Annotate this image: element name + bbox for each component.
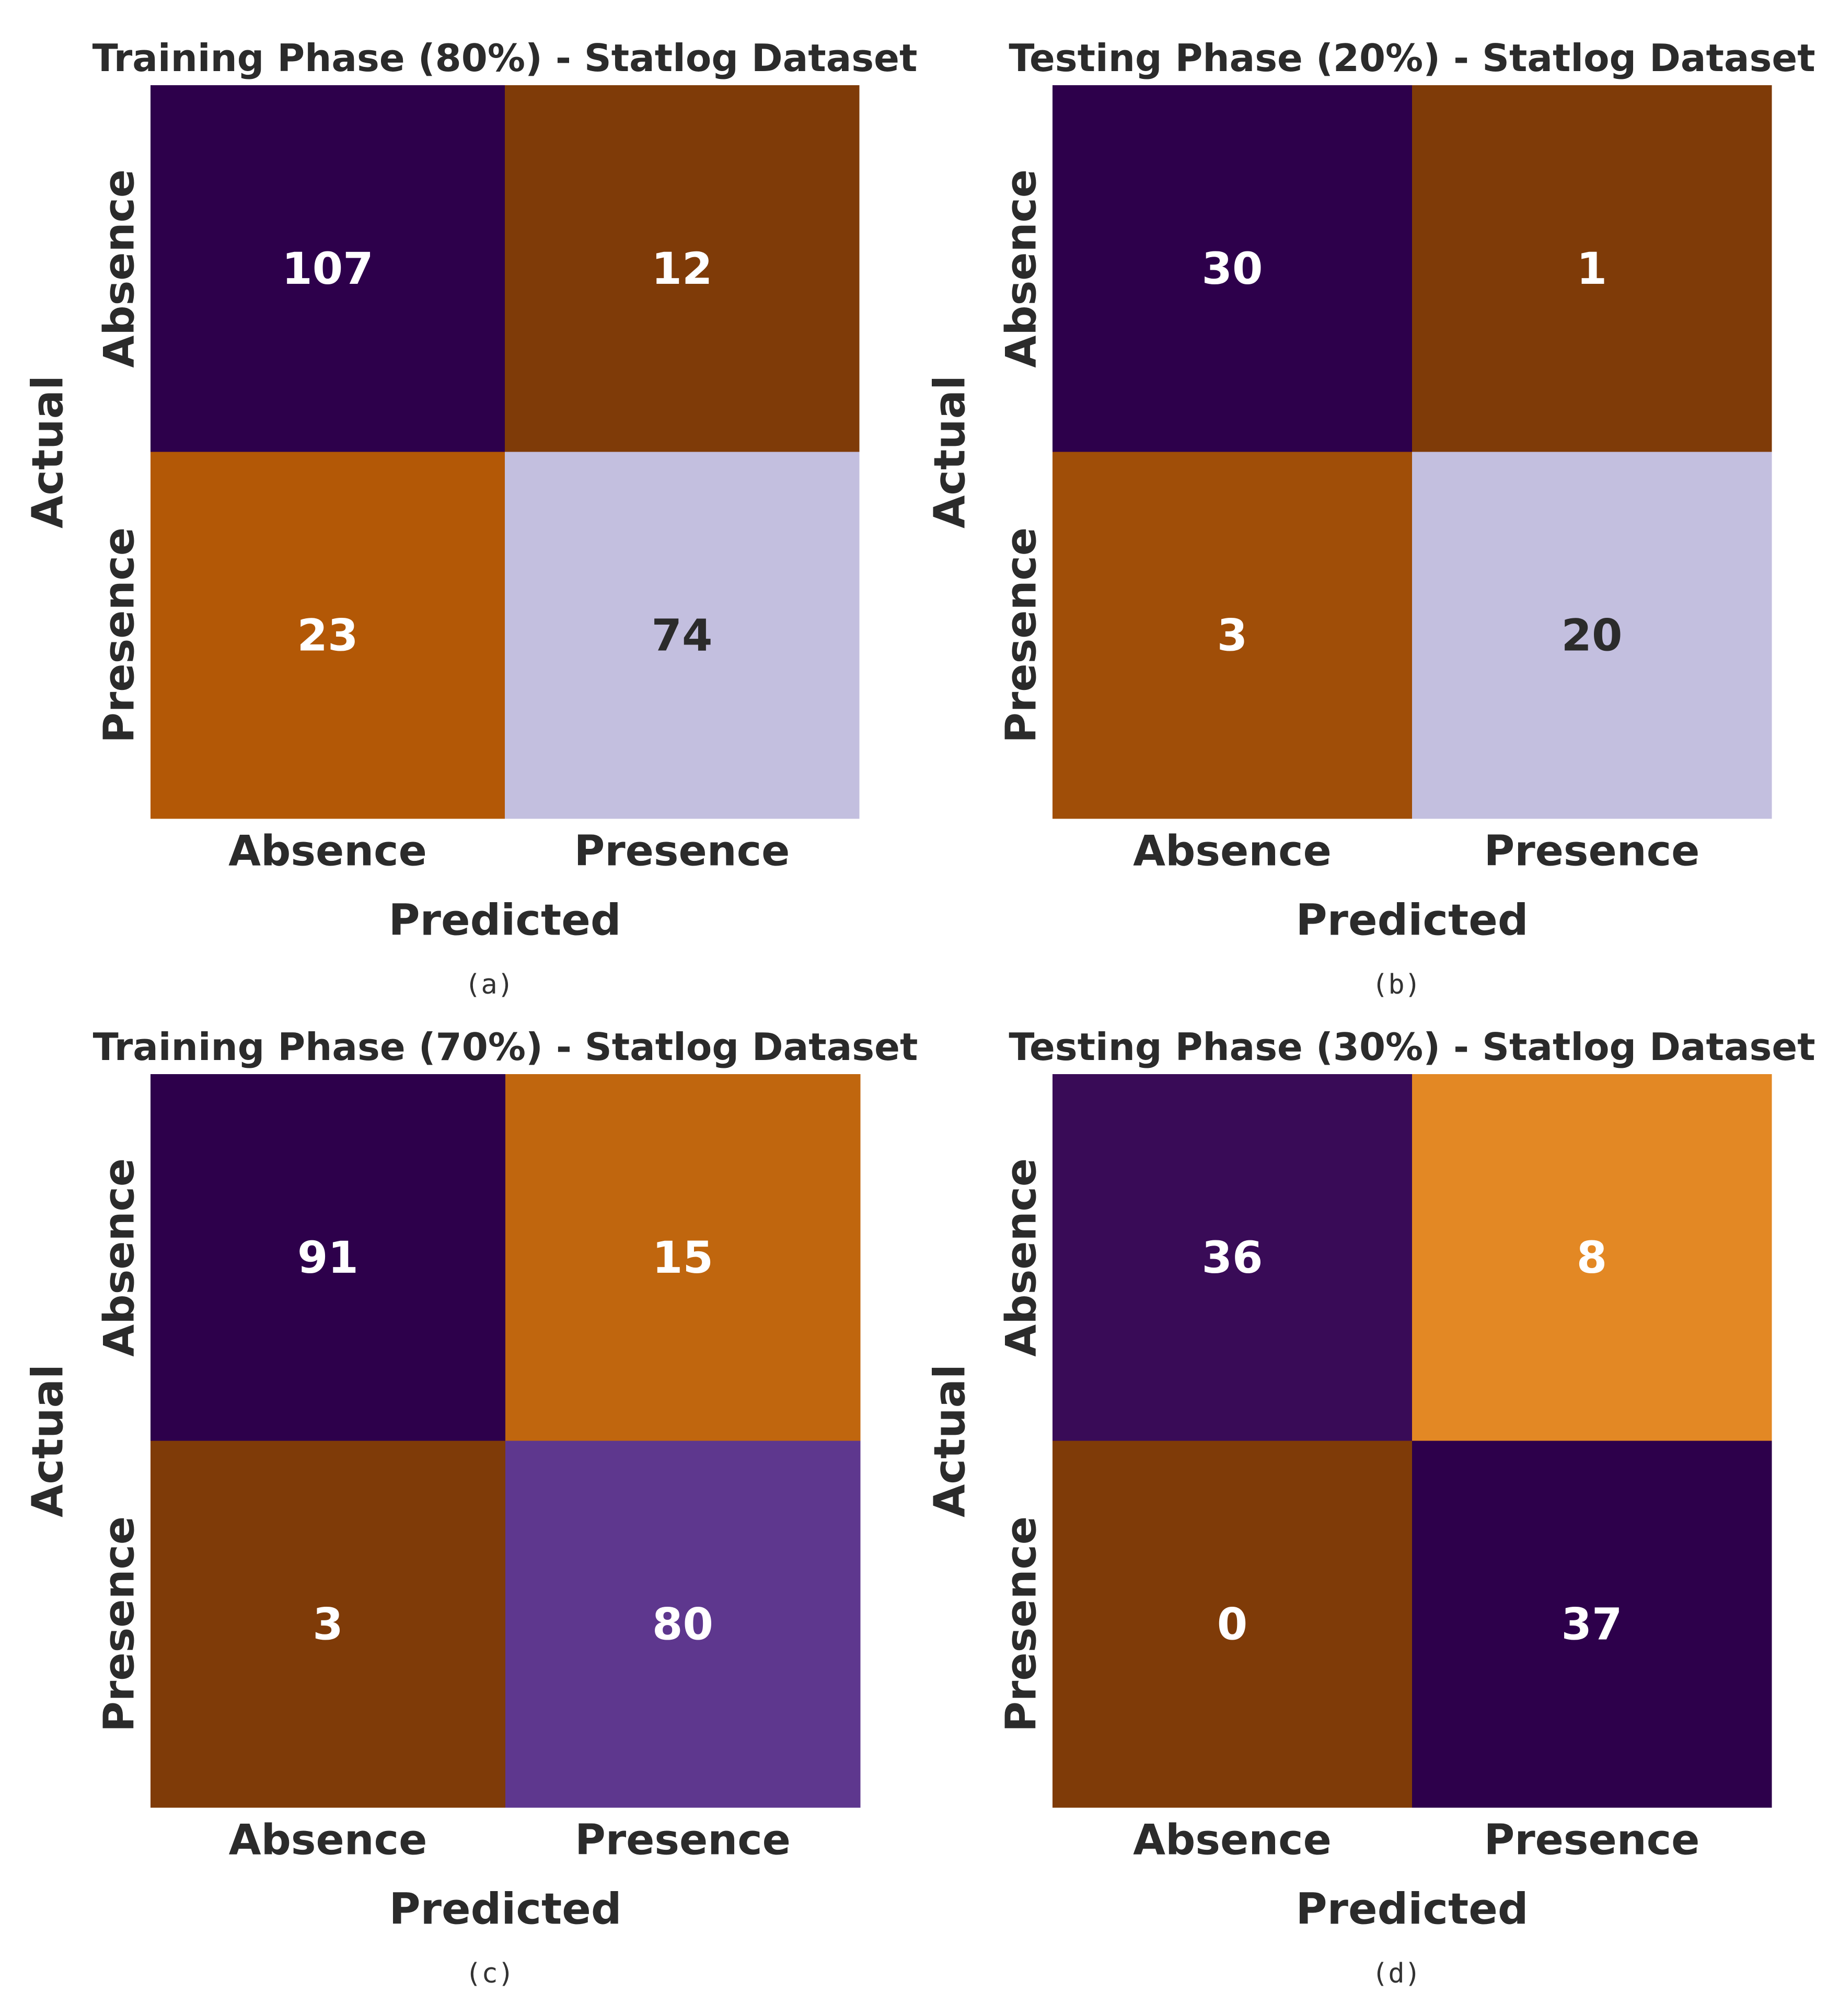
x-tick-label-presence: Presence	[1484, 1816, 1700, 1864]
cell-value-label: 20	[1562, 609, 1623, 661]
cell-value-label: 1	[1577, 243, 1607, 294]
heatmap-cell-presence-presence	[505, 452, 860, 819]
y-axis-label: Actual	[24, 1364, 73, 1517]
heatmap-cell-presence-presence	[1412, 1441, 1772, 1808]
y-tick-label-presence: Presence	[997, 527, 1046, 743]
heatmap-cell-presence-absence	[151, 452, 505, 819]
chart-title: Testing Phase (30%) - Statlog Dataset	[1009, 1025, 1815, 1069]
cell-value-label: 12	[652, 243, 713, 294]
panel-caption: (c)	[465, 1958, 514, 1989]
x-tick-label-absence: Absence	[1133, 1816, 1332, 1864]
x-tick-label-presence: Presence	[574, 827, 790, 875]
panel-caption: (d)	[1372, 1958, 1421, 1989]
y-tick-label-absence: Absence	[997, 169, 1046, 368]
heatmap-cell-presence-presence	[505, 1441, 861, 1808]
cell-value-label: 91	[297, 1232, 358, 1283]
heatmap-cell-absence-presence	[1412, 85, 1772, 452]
x-tick-label-absence: Absence	[228, 827, 427, 875]
heatmap-cell-presence-absence	[1052, 452, 1413, 819]
panel-caption: (b)	[1372, 969, 1421, 1000]
heatmap-panel-2: 30 1 3 20 Testing Phase (20%) - Statlog Data…	[926, 36, 1815, 1000]
cell-value-label: 36	[1202, 1232, 1263, 1283]
heatmap-cell-absence-absence	[1052, 85, 1413, 452]
cell-value-label: 3	[1217, 609, 1247, 661]
y-tick-label-presence: Presence	[95, 1516, 144, 1732]
y-tick-label-absence: Absence	[95, 1158, 144, 1357]
y-axis-label: Actual	[24, 375, 73, 528]
y-tick-label-presence: Presence	[95, 527, 144, 743]
heatmap-cell-presence-absence	[1052, 1441, 1413, 1808]
heatmap-cell-absence-presence	[505, 85, 860, 452]
heatmap-cell-absence-presence	[1412, 1074, 1772, 1441]
x-axis-label: Predicted	[1296, 896, 1528, 946]
x-tick-label-presence: Presence	[1484, 827, 1700, 875]
heatmap-cell-presence-presence	[1412, 452, 1772, 819]
heatmap-panel-1: 107 12 23 74 Training Phase (80%) - Statlog …	[24, 36, 918, 1000]
heatmap-cell-absence-presence	[505, 1074, 861, 1441]
heatmap-cell-absence-absence	[151, 85, 505, 452]
cell-value-label: 0	[1217, 1598, 1247, 1650]
panel-caption: (a)	[465, 969, 514, 1000]
x-axis-label: Predicted	[388, 896, 621, 946]
cell-value-label: 80	[652, 1598, 713, 1650]
heatmap-cell-presence-absence	[151, 1441, 506, 1808]
y-axis-label: Actual	[926, 375, 975, 528]
chart-title: Training Phase (70%) - Statlog Dataset	[93, 1025, 918, 1069]
x-axis-label: Predicted	[389, 1885, 621, 1934]
cell-value-label: 3	[313, 1598, 343, 1650]
y-tick-label-presence: Presence	[997, 1516, 1046, 1732]
cell-value-label: 23	[297, 609, 358, 661]
x-tick-label-absence: Absence	[1133, 827, 1332, 875]
y-tick-label-absence: Absence	[95, 169, 144, 368]
heatmap-panel-4: 36 8 0 37 Testing Phase (30%) - Statlog Data…	[926, 1025, 1815, 1989]
cell-value-label: 107	[282, 243, 373, 294]
x-tick-label-presence: Presence	[575, 1816, 791, 1864]
y-axis-label: Actual	[926, 1364, 975, 1517]
heatmap-panel-3: 91 15 3 80 Training Phase (70%) - Statlog Da…	[24, 1025, 918, 1989]
chart-title: Training Phase (80%) - Statlog Dataset	[92, 36, 918, 80]
x-axis-label: Predicted	[1296, 1885, 1528, 1934]
heatmap-cell-absence-absence	[151, 1074, 506, 1441]
cell-value-label: 30	[1202, 243, 1263, 294]
cell-value-label: 74	[652, 609, 713, 661]
cell-value-label: 15	[652, 1232, 713, 1283]
cell-value-label: 37	[1562, 1598, 1623, 1650]
heatmap-cell-absence-absence	[1052, 1074, 1413, 1441]
cell-value-label: 8	[1577, 1232, 1607, 1283]
y-tick-label-absence: Absence	[997, 1158, 1046, 1357]
x-tick-label-absence: Absence	[229, 1816, 427, 1864]
chart-title: Testing Phase (20%) - Statlog Dataset	[1009, 36, 1815, 80]
